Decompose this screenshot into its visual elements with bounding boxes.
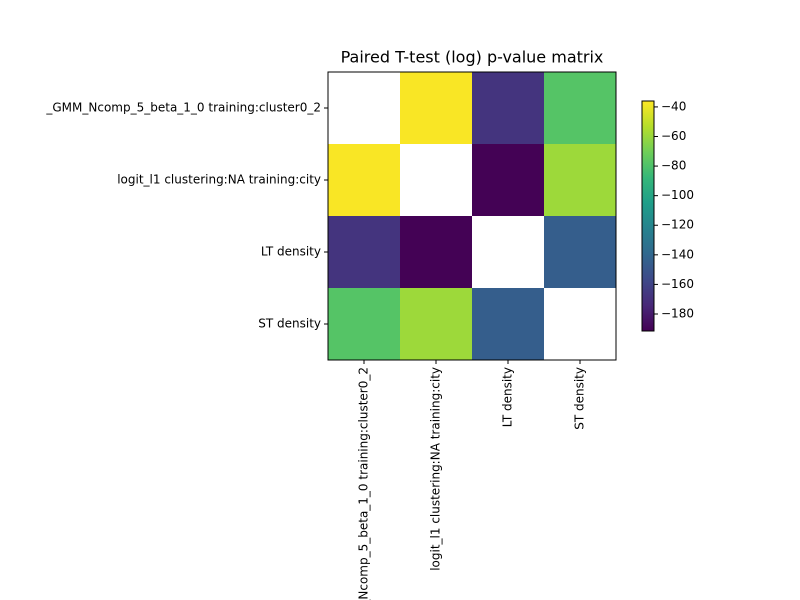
heatmap-cell: [400, 72, 472, 144]
y-tick-label: ST density: [258, 317, 321, 331]
colorbar-tick-label: −100: [661, 188, 694, 202]
x-tick-label: LT density: [501, 367, 515, 427]
heatmap-cell: [400, 216, 472, 288]
x-tick-label: ST density: [573, 367, 587, 430]
heatmap-cell: [544, 216, 616, 288]
heatmap-cell: [472, 144, 544, 216]
x-tick-label: logit_l1 clustering:NA training:city: [429, 367, 443, 571]
x-tick-label: _GMM_Ncomp_5_beta_1_0 training:cluster0_…: [357, 367, 371, 600]
y-tick-label: logit_l1 clustering:NA training:city: [117, 173, 321, 187]
colorbar: [641, 100, 655, 332]
colorbar-tick-label: −80: [661, 159, 686, 173]
colorbar-tick-label: −120: [661, 218, 694, 232]
heatmap-cell: [328, 288, 400, 360]
colorbar-tick-label: −140: [661, 247, 694, 261]
colorbar-tick-label: −160: [661, 277, 694, 291]
heatmap-cell: [544, 72, 616, 144]
colorbar-tick-label: −40: [661, 99, 686, 113]
heatmap-cell: [400, 288, 472, 360]
y-tick-label: LT density: [261, 245, 321, 259]
heatmap-cell: [472, 72, 544, 144]
heatmap-cell: [472, 288, 544, 360]
y-tick-label: _GMM_Ncomp_5_beta_1_0 training:cluster0_…: [45, 101, 321, 115]
heatmap-cell: [544, 144, 616, 216]
heatmap-cell: [328, 216, 400, 288]
colorbar-tick-label: −180: [661, 306, 694, 320]
chart-title: Paired T-test (log) p-value matrix: [341, 48, 604, 67]
colorbar-tick-label: −60: [661, 129, 686, 143]
axes-frame: [327, 71, 617, 361]
heatmap-cell: [328, 144, 400, 216]
